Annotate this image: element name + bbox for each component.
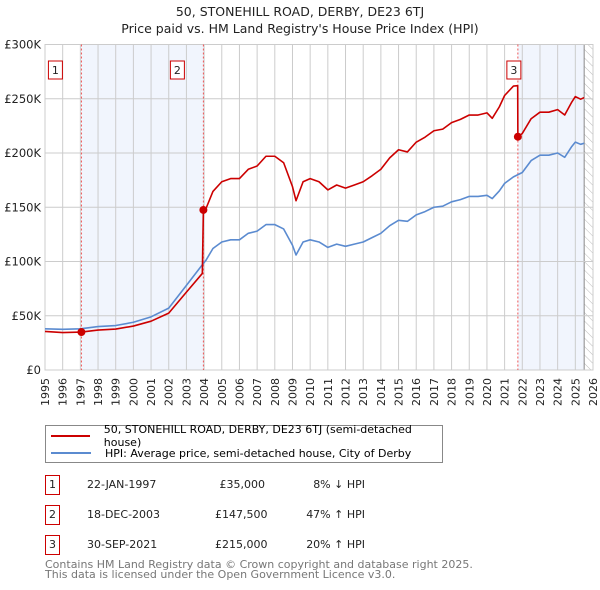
x-tick-label: 1997 [74, 378, 87, 406]
footer-line: Contains HM Land Registry data © Crown c… [45, 558, 473, 571]
x-tick-label: 2015 [393, 378, 406, 406]
y-tick-label: £100K [4, 255, 41, 269]
x-tick-label: 2022 [516, 378, 529, 406]
x-tick-label: 2024 [552, 378, 565, 406]
x-tick-label: 2025 [569, 378, 582, 406]
transaction-date: 18-DEC-2003 [87, 508, 161, 521]
x-tick-label: 2005 [216, 378, 229, 406]
x-tick-label: 1996 [57, 378, 70, 406]
x-tick-label: 2004 [198, 378, 211, 406]
x-tick-label: 2002 [163, 378, 176, 406]
transaction-hpi: 47% ↑ HPI [306, 508, 365, 521]
x-tick-label: 2009 [286, 378, 299, 406]
y-tick-label: £300K [4, 38, 41, 52]
x-tick-label: 1999 [110, 378, 123, 406]
annotation-label: 3 [510, 64, 517, 77]
chart-title: 50, STONEHILL ROAD, DERBY, DE23 6TJ [175, 4, 425, 19]
x-tick-label: 2000 [127, 378, 140, 406]
plot-border [44, 44, 594, 371]
legend-item-hpi: HPI: Average price, semi-detached house,… [51, 445, 411, 461]
y-tick-label: £50K [12, 309, 42, 323]
annotation-label: 1 [52, 64, 59, 77]
x-tick-label: 2020 [481, 378, 494, 406]
legend-label: HPI: Average price, semi-detached house,… [105, 446, 412, 460]
x-tick-label: 1998 [92, 378, 105, 406]
x-tick-label: 2021 [499, 378, 512, 406]
transaction-hpi: 8% ↓ HPI [313, 478, 365, 491]
y-tick-label: £150K [4, 200, 41, 214]
annotation-box [506, 60, 522, 80]
annotation-box [47, 60, 63, 80]
transaction-price: £147,500 [215, 508, 268, 521]
x-tick-label: 1995 [39, 378, 52, 406]
x-tick-label: 2003 [180, 378, 193, 406]
annotation-box [169, 60, 185, 80]
x-tick-label: 2017 [428, 378, 441, 406]
transaction-num: 1 [45, 475, 60, 495]
transaction-date: 22-JAN-1997 [87, 478, 157, 491]
x-tick-label: 2011 [322, 378, 335, 406]
transaction-num: 2 [45, 505, 60, 525]
transaction-num: 3 [45, 535, 60, 555]
transaction-price: £215,000 [215, 538, 268, 551]
footer: Contains HM Land Registry data © Crown c… [45, 558, 473, 581]
transaction-price: £35,000 [219, 478, 266, 491]
x-tick-label: 2013 [357, 378, 370, 406]
sale-point [513, 132, 522, 141]
x-tick-label: 2026 [587, 378, 600, 406]
sale-point [77, 328, 86, 337]
legend-item-property: 50, STONEHILL ROAD, DERBY, DE23 6TJ (sem… [51, 423, 442, 449]
y-tick-label: £250K [4, 92, 41, 106]
legend-swatch-blue [51, 452, 91, 454]
plot-area: 1995 1996 1997 1998 1999 2000 2001 2002 2003 2004… [4, 38, 600, 407]
x-tick-label: 2007 [251, 378, 264, 406]
x-tick-label: 2010 [304, 378, 317, 406]
transaction-date: 30-SEP-2021 [87, 538, 158, 551]
x-tick-label: 2014 [375, 378, 388, 406]
x-tick-label: 2012 [340, 378, 353, 406]
x-tick-label: 2023 [534, 378, 547, 406]
legend-label: 50, STONEHILL ROAD, DERBY, DE23 6TJ (sem… [103, 423, 412, 449]
legend: 50, STONEHILL ROAD, DERBY, DE23 6TJ (sem… [45, 423, 443, 463]
legend-swatch-red [51, 435, 90, 437]
x-tick-label: 2006 [233, 378, 246, 406]
sale-point [199, 205, 208, 214]
x-tick-label: 2019 [463, 378, 476, 406]
x-tick-label: 2016 [410, 378, 423, 406]
annotation-label: 2 [174, 64, 181, 77]
y-tick-label: £200K [4, 146, 41, 160]
transaction-hpi: 20% ↑ HPI [306, 538, 365, 551]
hpi-line [44, 141, 585, 331]
x-tick-label: 2001 [145, 378, 158, 406]
x-tick-label: 2018 [446, 378, 459, 406]
x-tick-label: 2008 [269, 378, 282, 406]
footer-line: This data is licensed under the Open Gov… [45, 568, 396, 581]
y-tick-label: £0 [26, 363, 41, 377]
chart-subtitle: Price paid vs. HM Land Registry's House … [121, 21, 479, 36]
